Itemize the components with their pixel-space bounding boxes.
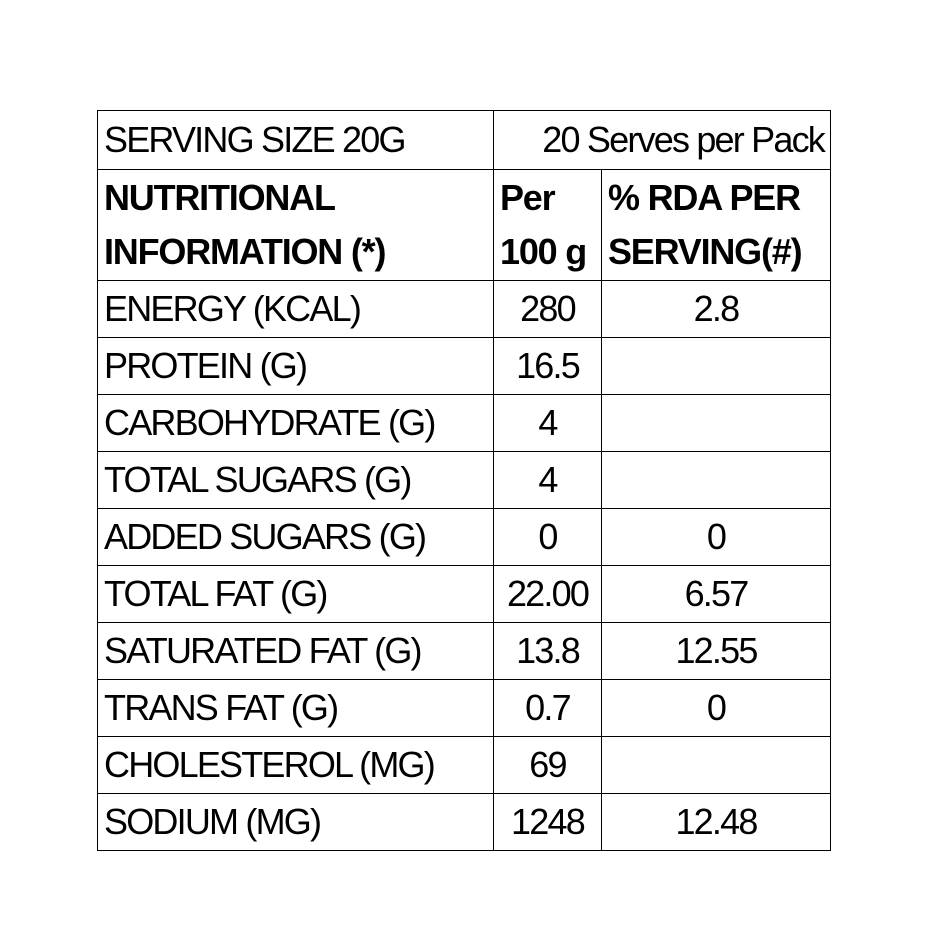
per100-header-line-1: Per xyxy=(500,177,556,218)
table-row: CHOLESTEROL (MG) 69 xyxy=(97,736,832,794)
per100-value: 1248 xyxy=(493,793,602,851)
per100-value: 69 xyxy=(493,736,602,794)
per100-value: 4 xyxy=(493,394,602,452)
per100-value: 13.8 xyxy=(493,622,602,680)
rda-value xyxy=(600,337,832,395)
nutrient-name: TOTAL FAT (G) xyxy=(97,565,494,623)
nutrient-name: CHOLESTEROL (MG) xyxy=(97,736,494,794)
per100-column-header: Per 100 g xyxy=(493,169,602,281)
per100-value: 16.5 xyxy=(493,337,602,395)
nutrient-name: TOTAL SUGARS (G) xyxy=(97,451,494,509)
serves-per-pack: 20 Serves per Pack xyxy=(492,110,832,170)
nutrient-name: CARBOHYDRATE (G) xyxy=(97,394,494,452)
nutrient-header-line-1: NUTRITIONAL xyxy=(104,177,336,218)
per100-value: 0 xyxy=(493,508,602,566)
serving-row: SERVING SIZE 20G 20 Serves per Pack xyxy=(97,110,832,170)
rda-value: 0 xyxy=(600,679,832,737)
table-row: SODIUM (MG) 1248 12.48 xyxy=(97,793,832,851)
rda-value: 6.57 xyxy=(600,565,832,623)
table-row: TRANS FAT (G) 0.7 0 xyxy=(97,679,832,737)
nutrient-name: PROTEIN (G) xyxy=(97,337,494,395)
nutrient-name: ADDED SUGARS (G) xyxy=(97,508,494,566)
nutrition-table: SERVING SIZE 20G 20 Serves per Pack NUTR… xyxy=(97,110,832,851)
table-row: ENERGY (KCAL) 280 2.8 xyxy=(97,280,832,338)
nutrient-name: SATURATED FAT (G) xyxy=(97,622,494,680)
nutrient-name: ENERGY (KCAL) xyxy=(97,280,494,338)
rda-value: 0 xyxy=(600,508,832,566)
per100-value: 22.00 xyxy=(493,565,602,623)
table-row: TOTAL SUGARS (G) 4 xyxy=(97,451,832,509)
rda-value: 12.55 xyxy=(600,622,832,680)
per100-value: 0.7 xyxy=(493,679,602,737)
per100-value: 280 xyxy=(493,280,602,338)
column-header-row: NUTRITIONAL INFORMATION (*) Per 100 g % … xyxy=(97,169,832,281)
rda-value: 2.8 xyxy=(600,280,832,338)
per100-header-line-2: 100 g xyxy=(500,231,587,272)
table-row: PROTEIN (G) 16.5 xyxy=(97,337,832,395)
table-row: ADDED SUGARS (G) 0 0 xyxy=(97,508,832,566)
rda-column-header: % RDA PER SERVING(#) xyxy=(600,169,832,281)
rda-value xyxy=(600,394,832,452)
table-row: TOTAL FAT (G) 22.00 6.57 xyxy=(97,565,832,623)
serving-size: SERVING SIZE 20G xyxy=(97,110,494,170)
per100-value: 4 xyxy=(493,451,602,509)
nutrient-header-line-2: INFORMATION (*) xyxy=(104,231,386,272)
table-row: SATURATED FAT (G) 13.8 12.55 xyxy=(97,622,832,680)
rda-value xyxy=(600,736,832,794)
rda-header-line-1: % RDA PER xyxy=(608,177,801,218)
nutrient-name: SODIUM (MG) xyxy=(97,793,494,851)
nutrient-column-header: NUTRITIONAL INFORMATION (*) xyxy=(97,169,494,281)
rda-header-line-2: SERVING(#) xyxy=(608,231,803,272)
nutrient-name: TRANS FAT (G) xyxy=(97,679,494,737)
rda-value xyxy=(600,451,832,509)
rda-value: 12.48 xyxy=(600,793,832,851)
table-row: CARBOHYDRATE (G) 4 xyxy=(97,394,832,452)
